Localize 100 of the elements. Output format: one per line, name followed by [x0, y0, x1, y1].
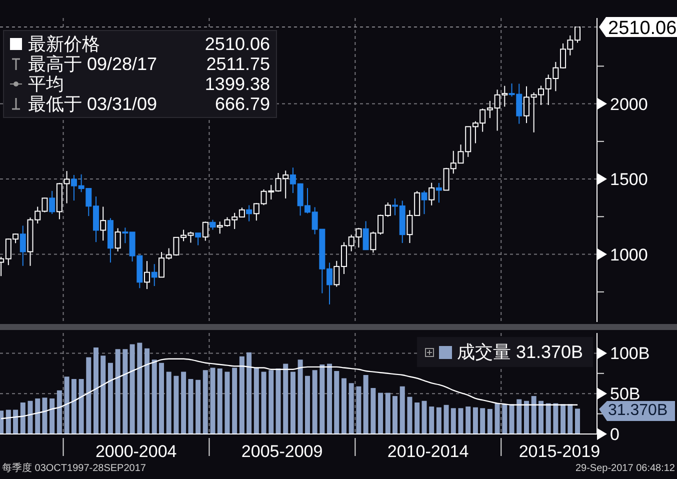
bar	[502, 404, 508, 434]
candlestick	[202, 221, 208, 242]
bar	[20, 402, 26, 434]
bar	[0, 410, 4, 434]
bar	[356, 386, 362, 434]
text: 平均 1399.38	[28, 74, 270, 94]
bar	[6, 410, 11, 434]
bar	[158, 362, 164, 434]
bar	[188, 379, 194, 434]
bar	[538, 400, 544, 434]
bar	[100, 356, 106, 434]
x-tick-label: 2010-2014	[387, 442, 469, 461]
candlestick	[151, 264, 158, 287]
bar	[35, 398, 40, 434]
bar	[217, 368, 222, 434]
y-tick-label: 1000	[610, 245, 648, 264]
bar	[444, 404, 449, 434]
bar	[327, 364, 332, 434]
bar	[202, 370, 208, 434]
candlestick	[210, 219, 216, 230]
bar	[487, 408, 492, 434]
text: 29-Sep-2017 06:48:12	[575, 463, 675, 475]
bar	[276, 368, 281, 434]
bar	[341, 378, 346, 434]
bar	[458, 408, 464, 434]
bar	[450, 408, 456, 434]
bar	[400, 386, 405, 434]
candlestick	[114, 228, 121, 252]
bar	[312, 370, 318, 434]
bar	[122, 349, 128, 434]
candlestick	[49, 190, 56, 214]
bar	[480, 408, 486, 434]
candlestick	[20, 225, 26, 266]
y-tick-label: 1500	[610, 170, 648, 190]
bar	[553, 403, 558, 434]
bar	[378, 392, 384, 434]
candlestick	[421, 190, 428, 215]
bar	[42, 398, 48, 434]
bar	[422, 400, 427, 434]
x-tick-label: 2015-2019	[518, 442, 600, 461]
y-tick-label: 50B	[610, 384, 640, 404]
candlestick	[195, 232, 202, 246]
bar	[254, 368, 259, 434]
bar	[64, 376, 70, 434]
candlestick	[436, 182, 442, 204]
bar	[152, 360, 157, 434]
bar	[392, 396, 398, 434]
bar	[28, 400, 33, 434]
y-tick-label: 0	[610, 425, 620, 444]
bar	[137, 342, 142, 434]
bar	[414, 402, 420, 434]
bar	[261, 372, 266, 434]
bar	[56, 390, 62, 434]
bar	[71, 379, 76, 434]
bar	[436, 407, 442, 434]
candlestick	[428, 182, 435, 206]
text: 最低于 03/31/09 666.79	[28, 94, 270, 114]
bar	[494, 403, 500, 434]
y-tick-label: 100B	[610, 344, 650, 364]
bar	[524, 400, 529, 434]
bar	[283, 364, 288, 434]
text: 最高于 09/28/17 2511.75	[28, 54, 270, 74]
bar	[93, 348, 98, 434]
bar	[568, 404, 573, 434]
bar	[290, 372, 296, 434]
bar	[348, 383, 354, 434]
bar	[130, 344, 135, 434]
bar	[239, 356, 244, 434]
bar	[108, 362, 113, 434]
bar	[546, 403, 551, 434]
bar	[166, 372, 172, 434]
bar	[320, 364, 325, 434]
bar	[268, 370, 274, 434]
bar	[531, 396, 536, 434]
bar	[509, 404, 514, 434]
bar	[472, 407, 478, 434]
bar	[575, 408, 580, 434]
x-tick-label: 2000-2004	[95, 442, 177, 461]
y-tick-label: 2000	[610, 94, 648, 114]
bar	[144, 348, 150, 434]
bar	[370, 388, 376, 434]
bar	[196, 380, 201, 434]
bar	[516, 399, 522, 434]
bar	[429, 406, 434, 434]
x-tick-label: 2005-2009	[241, 442, 323, 461]
candlestick	[100, 206, 106, 242]
bar	[232, 368, 238, 434]
bar	[174, 376, 179, 434]
bar	[407, 396, 412, 434]
bar	[224, 372, 230, 434]
bar	[50, 398, 55, 434]
annotation: 31.370B	[608, 402, 668, 420]
bar	[466, 406, 471, 434]
bar	[246, 352, 252, 434]
bar	[210, 368, 216, 434]
bar	[86, 357, 92, 434]
bar	[181, 372, 186, 434]
bar	[385, 392, 390, 434]
legend-label: 成交量 31.370B	[457, 341, 584, 364]
bar	[78, 379, 84, 434]
